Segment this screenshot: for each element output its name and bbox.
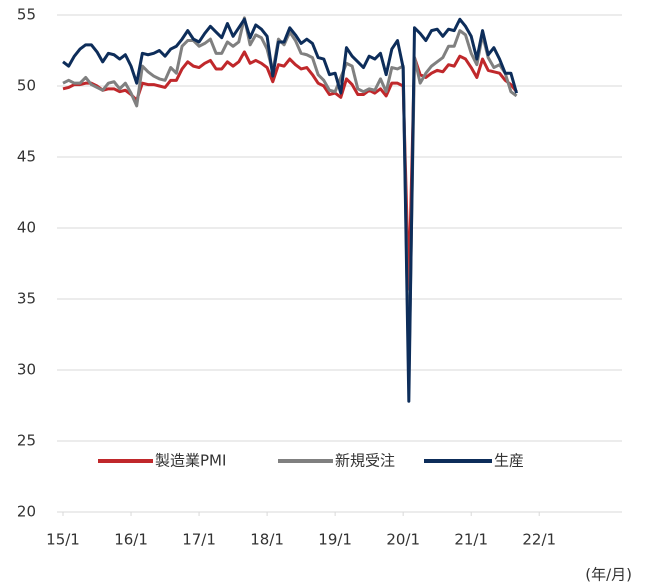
y-tick-label: 40	[17, 219, 36, 237]
x-tick-label: 22/1	[522, 531, 556, 549]
x-tick-label: 16/1	[114, 531, 148, 549]
y-tick-label: 55	[17, 6, 36, 24]
series-line	[62, 16, 518, 382]
y-tick-label: 35	[17, 290, 36, 308]
y-tick-label: 30	[17, 361, 36, 379]
x-tick-label: 20/1	[386, 531, 420, 549]
x-tick-label: 19/1	[318, 531, 352, 549]
x-tick-label: 21/1	[454, 531, 488, 549]
legend-label: 生産	[494, 452, 524, 470]
x-unit-label: (年/月)	[585, 566, 632, 584]
x-tick-label: 17/1	[182, 531, 216, 549]
legend-label: 製造業PMI	[155, 452, 226, 470]
y-tick-label: 50	[17, 77, 36, 95]
y-tick-label: 25	[17, 432, 36, 450]
legend-label: 新規受注	[335, 452, 395, 470]
y-tick-label: 45	[17, 148, 36, 166]
x-tick-label: 18/1	[250, 531, 284, 549]
series-line	[62, 50, 518, 291]
series-line	[62, 17, 518, 403]
x-tick-label: 15/1	[46, 531, 80, 549]
y-tick-label: 20	[17, 503, 36, 521]
